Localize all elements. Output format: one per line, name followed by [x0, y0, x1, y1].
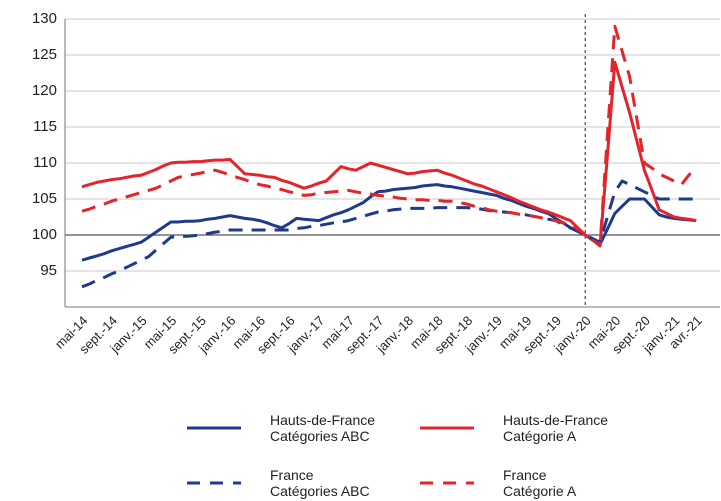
y-tick-label: 130 [32, 10, 57, 27]
y-tick-label: 115 [33, 118, 57, 135]
legend-label: Hauts-de-France Catégorie A [503, 412, 609, 444]
legend-label: Hauts-de-France Catégories ABC [270, 412, 376, 444]
y-tick-label: 125 [32, 46, 57, 63]
y-tick-label: 110 [33, 154, 57, 171]
y-tick-label: 100 [32, 226, 57, 243]
y-tick-label: 105 [32, 190, 57, 207]
y-tick-label: 120 [32, 82, 57, 99]
y-tick-label: 95 [40, 262, 57, 279]
legend-label: France Catégorie A [503, 467, 577, 499]
series-line [81, 60, 697, 248]
series-line [81, 24, 698, 248]
legend-label: France Catégories ABC [270, 467, 370, 499]
